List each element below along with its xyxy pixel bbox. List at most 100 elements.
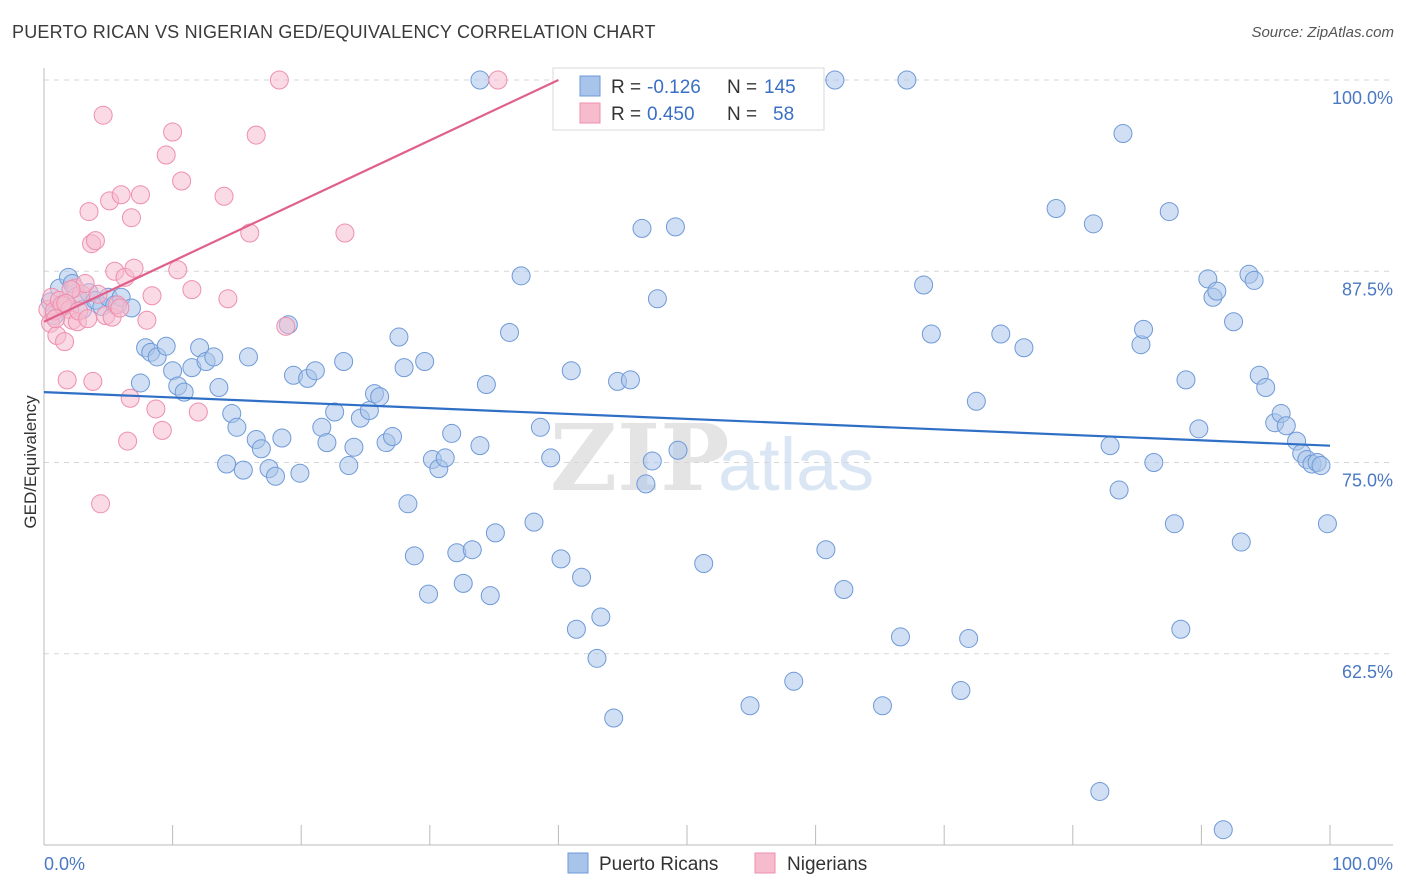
puerto-rican-point-103 bbox=[966, 391, 986, 411]
puerto-rican-point-36 bbox=[265, 466, 285, 486]
legend-r-value-blue: -0.126 bbox=[647, 77, 701, 98]
nigerian-point-38 bbox=[168, 260, 188, 280]
puerto-rican-point-52 bbox=[370, 387, 390, 407]
puerto-rican-point-58 bbox=[404, 546, 424, 566]
nigerian-point-33 bbox=[142, 286, 162, 306]
nigerian-point-41 bbox=[188, 402, 208, 422]
nigerian-point-36 bbox=[156, 145, 176, 165]
puerto-rican-point-74 bbox=[524, 512, 544, 532]
puerto-rican-point-70 bbox=[480, 586, 500, 606]
nigerian-point-55 bbox=[110, 298, 130, 318]
nigerian-point-42 bbox=[214, 186, 234, 206]
puerto-rican-point-64 bbox=[442, 423, 462, 443]
x-tick-label-min: 0.0% bbox=[44, 854, 85, 874]
puerto-rican-point-138 bbox=[1311, 456, 1331, 476]
puerto-rican-point-57 bbox=[398, 494, 418, 514]
puerto-rican-point-54 bbox=[383, 426, 403, 446]
y-tick-label-2: 75.0% bbox=[1342, 471, 1393, 491]
legend-r-label-blue: R = bbox=[611, 77, 641, 98]
y-tick-label-3: 62.5% bbox=[1342, 662, 1393, 682]
chart-title: PUERTO RICAN VS NIGERIAN GED/EQUIVALENCY… bbox=[12, 22, 656, 42]
puerto-rican-point-97 bbox=[872, 696, 892, 716]
x-tick-label-max: 100.0% bbox=[1332, 854, 1393, 874]
puerto-rican-point-56 bbox=[394, 358, 414, 378]
puerto-rican-point-110 bbox=[1109, 480, 1129, 500]
puerto-rican-point-45 bbox=[325, 402, 345, 422]
nigerian-point-32 bbox=[137, 310, 157, 330]
axes: 100.0% 87.5% 75.0% 62.5% bbox=[43, 68, 1393, 846]
puerto-rican-point-80 bbox=[572, 567, 592, 587]
puerto-rican-point-32 bbox=[238, 347, 258, 367]
puerto-rican-point-42 bbox=[305, 361, 325, 381]
puerto-rican-point-113 bbox=[1134, 319, 1154, 339]
legend-n-label-blue: N = bbox=[727, 77, 757, 98]
puerto-rican-point-119 bbox=[1189, 419, 1209, 439]
nigerian-point-39 bbox=[172, 171, 192, 191]
puerto-rican-point-78 bbox=[561, 361, 581, 381]
puerto-rican-point-90 bbox=[665, 217, 685, 237]
puerto-rican-point-105 bbox=[1014, 338, 1034, 358]
puerto-rican-point-81 bbox=[587, 648, 607, 668]
puerto-rican-point-91 bbox=[668, 440, 688, 460]
puerto-rican-point-59 bbox=[415, 352, 435, 372]
watermark-atlas: atlas bbox=[718, 423, 874, 506]
puerto-rican-point-108 bbox=[1090, 781, 1110, 801]
puerto-rican-point-48 bbox=[344, 437, 364, 457]
puerto-rican-point-86 bbox=[632, 218, 652, 238]
puerto-rican-point-37 bbox=[272, 428, 292, 448]
bottom-legend-label-pink: Nigerians bbox=[787, 854, 867, 875]
bottom-legend: Puerto Ricans Nigerians bbox=[567, 852, 867, 875]
puerto-rican-point-73 bbox=[511, 266, 531, 286]
nigerian-point-30 bbox=[124, 258, 144, 278]
puerto-rican-point-127 bbox=[1244, 270, 1264, 290]
puerto-rican-point-88 bbox=[642, 451, 662, 471]
puerto-rican-point-19 bbox=[156, 336, 176, 356]
puerto-rican-point-100 bbox=[921, 324, 941, 344]
puerto-rican-point-60 bbox=[419, 584, 439, 604]
puerto-rican-point-143 bbox=[825, 70, 845, 90]
legend-n-value-pink: 58 bbox=[773, 104, 794, 125]
puerto-rican-point-117 bbox=[1171, 619, 1191, 639]
nigerian-point-49 bbox=[488, 70, 508, 90]
puerto-rican-point-82 bbox=[591, 607, 611, 627]
data-points bbox=[38, 70, 1337, 840]
puerto-rican-point-118 bbox=[1176, 370, 1196, 390]
puerto-rican-point-114 bbox=[1144, 453, 1164, 472]
nigerian-point-47 bbox=[276, 316, 296, 336]
puerto-rican-point-116 bbox=[1164, 514, 1184, 534]
legend-r-label-pink: R = bbox=[611, 104, 641, 125]
puerto-rican-point-68 bbox=[470, 436, 490, 456]
puerto-rican-point-28 bbox=[217, 454, 237, 474]
nigerian-point-17 bbox=[85, 231, 105, 251]
puerto-rican-point-31 bbox=[233, 460, 253, 480]
nigerian-point-20 bbox=[93, 105, 113, 125]
legend-swatch-blue bbox=[579, 75, 601, 97]
watermark-zip: ZIP bbox=[550, 404, 729, 512]
puerto-rican-point-66 bbox=[453, 573, 473, 593]
puerto-rican-point-22 bbox=[174, 382, 194, 402]
puerto-rican-point-76 bbox=[541, 448, 561, 468]
puerto-rican-point-15 bbox=[130, 373, 150, 393]
puerto-rican-point-93 bbox=[740, 696, 760, 716]
puerto-rican-point-123 bbox=[1213, 820, 1233, 840]
nigerian-point-44 bbox=[240, 223, 260, 243]
nigerian-point-29 bbox=[121, 208, 141, 228]
puerto-rican-point-34 bbox=[251, 439, 271, 459]
nigerian-point-35 bbox=[152, 420, 172, 440]
nigerian-point-28 bbox=[118, 431, 138, 451]
bottom-legend-label-blue: Puerto Ricans bbox=[599, 854, 718, 875]
nigerian-point-57 bbox=[78, 309, 98, 329]
nigerian-point-56 bbox=[120, 388, 140, 408]
puerto-rican-point-115 bbox=[1159, 202, 1179, 222]
puerto-rican-point-65 bbox=[447, 543, 467, 563]
y-axis-title: GED/Equivalency bbox=[21, 395, 40, 529]
puerto-rican-point-139 bbox=[1317, 514, 1337, 534]
puerto-rican-point-26 bbox=[204, 347, 224, 367]
puerto-rican-point-104 bbox=[991, 324, 1011, 344]
nigerian-point-46 bbox=[269, 70, 289, 90]
puerto-rican-trend-line bbox=[43, 391, 1331, 447]
puerto-rican-point-44 bbox=[317, 433, 337, 453]
puerto-rican-point-77 bbox=[551, 549, 571, 569]
nigerian-point-7 bbox=[55, 332, 75, 352]
